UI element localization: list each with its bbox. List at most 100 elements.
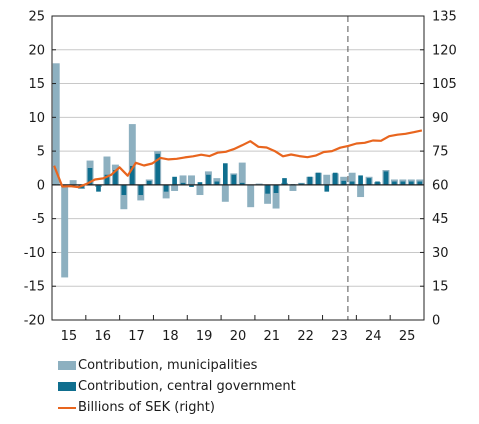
left-tick-label-2: -10: [24, 246, 45, 261]
bar-central-government-31: [315, 172, 321, 185]
left-tick-label-7: 15: [28, 77, 45, 92]
x-tick-label-20: 20: [230, 329, 247, 344]
legend-label-central-government: Contribution, central government: [78, 379, 296, 394]
bar-central-government-18: [206, 174, 211, 185]
bar-municipalities-15: [179, 175, 187, 185]
bar-central-government-37: [366, 178, 372, 185]
bar-central-government-4: [87, 168, 93, 185]
legend-swatch-billions-sek: [58, 406, 76, 409]
bar-municipalities-28: [289, 184, 297, 191]
bar-central-government-35: [349, 181, 355, 185]
bar-central-government-27: [282, 178, 287, 185]
legend-item-billions-sek: Billions of SEK (right): [58, 397, 296, 418]
x-tick-label-21: 21: [264, 329, 281, 344]
legend-swatch-central-government: [58, 382, 76, 391]
x-tick-label-24: 24: [365, 329, 382, 344]
bar-municipalities-16: [188, 175, 195, 185]
bar-municipalities-9: [128, 124, 136, 185]
bar-central-government-7: [113, 170, 118, 185]
bar-central-government-26: [273, 184, 279, 193]
x-tick-label-23: 23: [331, 329, 348, 344]
bar-central-government-40: [392, 181, 397, 185]
bar-municipalities-6: [103, 156, 111, 185]
left-tick-label-0: -20: [24, 314, 45, 329]
right-tick-label-0: 0: [432, 314, 440, 329]
bar-central-government-33: [332, 172, 338, 185]
bar-central-government-32: [324, 184, 330, 192]
left-tick-label-8: 20: [28, 43, 45, 58]
bar-municipalities-8: [120, 184, 128, 210]
bar-central-government-14: [172, 176, 177, 185]
bar-municipalities-14: [171, 184, 179, 191]
right-tick-label-8: 120: [432, 43, 457, 58]
x-tick-label-17: 17: [128, 329, 145, 344]
legend-swatch-municipalities: [58, 361, 76, 370]
bar-central-government-12: [155, 153, 161, 185]
bar-central-government-43: [417, 181, 423, 185]
bar-municipalities-32: [323, 174, 331, 185]
bar-municipalities-20: [221, 184, 229, 202]
right-tick-label-5: 75: [432, 145, 449, 160]
bar-central-government-29: [299, 183, 304, 185]
bar-central-government-41: [400, 181, 406, 185]
right-tick-label-3: 45: [432, 212, 449, 227]
left-tick-label-1: -15: [24, 280, 45, 295]
bar-municipalities-26: [272, 184, 280, 209]
x-tick-label-18: 18: [162, 329, 179, 344]
chart-svg: -20 -15 -10 -5 0 5 10 15 20 25 0 15 30 45 60 75 90 105 120…: [24, 10, 457, 345]
line-billions-sek: [53, 129, 423, 189]
bar-central-government-42: [408, 181, 414, 185]
bar-municipalities-17: [196, 184, 204, 196]
bar-central-government-19: [214, 181, 220, 185]
right-tick-label-1: 15: [432, 280, 449, 295]
plot-frame: [51, 15, 425, 321]
x-tick-label-15: 15: [61, 329, 78, 344]
legend-item-municipalities: Contribution, municipalities: [58, 355, 296, 376]
legend-label-billions-sek: Billions of SEK (right): [78, 400, 215, 415]
bar-central-government-38: [375, 181, 380, 185]
bar-central-government-15: [180, 182, 186, 185]
bar-central-government-34: [341, 180, 347, 185]
left-tick-label-5: 5: [37, 145, 45, 160]
bar-central-government-21: [231, 174, 237, 185]
bar-central-government-30: [307, 176, 313, 185]
bar-central-government-9: [129, 165, 135, 185]
right-tick-label-9: 135: [432, 10, 457, 25]
bar-central-government-22: [239, 182, 245, 185]
bar-municipalities-1: [61, 184, 69, 278]
bar-central-government-10: [138, 184, 144, 196]
x-tick-label-16: 16: [94, 329, 111, 344]
x-tick-label-22: 22: [297, 329, 314, 344]
bar-municipalities-23: [247, 184, 255, 208]
left-tick-label-6: 10: [28, 111, 45, 126]
right-tick-label-7: 105: [432, 77, 457, 92]
bar-central-government-36: [358, 175, 363, 185]
bar-municipalities-24: [255, 183, 263, 185]
left-tick-label-9: 25: [28, 10, 45, 25]
legend-item-central-government: Contribution, central government: [58, 376, 296, 397]
bar-municipalities-35: [348, 172, 356, 185]
bar-municipalities-36: [357, 184, 365, 198]
bar-central-government-20: [222, 163, 228, 185]
bar-central-government-17: [197, 182, 203, 185]
left-tick-label-4: 0: [37, 178, 45, 193]
bar-municipalities-0: [52, 63, 60, 185]
bar-municipalities-22: [238, 162, 246, 185]
bar-central-government-16: [189, 184, 194, 187]
bar-central-government-8: [121, 184, 127, 196]
right-tick-label-4: 60: [432, 178, 449, 193]
bar-central-government-5: [96, 184, 101, 192]
bar-central-government-13: [163, 184, 169, 192]
bar-central-government-25: [265, 184, 270, 194]
legend: Contribution, municipalities Contributio…: [58, 355, 296, 418]
bar-municipalities-25: [264, 184, 272, 204]
right-tick-label-6: 90: [432, 111, 449, 126]
bar-central-government-39: [383, 171, 389, 185]
chart: -20 -15 -10 -5 0 5 10 15 20 25 0 15 30 45 60 75 90 105 120…: [24, 10, 457, 345]
bar-central-government-11: [146, 180, 152, 185]
x-tick-label-19: 19: [196, 329, 213, 344]
legend-label-municipalities: Contribution, municipalities: [78, 358, 258, 373]
bar-central-government-6: [104, 174, 110, 185]
x-tick-label-25: 25: [399, 329, 416, 344]
left-tick-label-3: -5: [32, 212, 45, 227]
